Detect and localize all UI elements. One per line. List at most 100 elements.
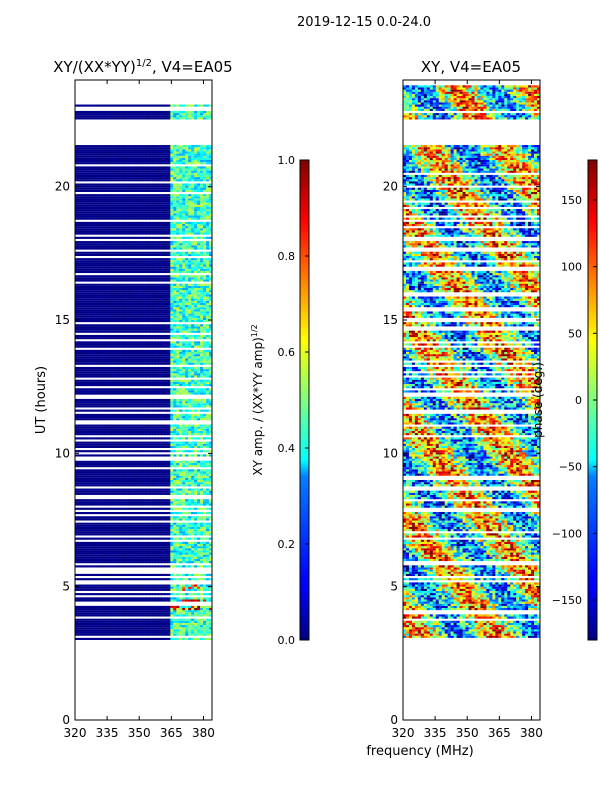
heatmap-cell <box>188 441 192 444</box>
heatmap-cell <box>185 584 189 587</box>
heatmap-cell <box>116 548 121 551</box>
heatmap-cell <box>80 405 85 408</box>
heatmap-cell <box>203 501 207 504</box>
heatmap-cell <box>101 550 106 553</box>
heatmap-cell <box>152 426 156 429</box>
heatmap-cell <box>113 375 118 378</box>
heatmap-cell <box>104 518 109 521</box>
heatmap-cell <box>209 360 212 363</box>
heatmap-cell <box>107 341 112 344</box>
heatmap-cell <box>173 381 177 384</box>
heatmap-cell <box>206 588 210 591</box>
heatmap-cell <box>92 541 97 544</box>
heatmap-cell <box>176 554 180 557</box>
heatmap-cell <box>113 620 118 623</box>
heatmap-cell <box>194 573 198 576</box>
heatmap-cell <box>182 371 186 374</box>
heatmap-cell <box>203 360 207 363</box>
heatmap-cell <box>86 578 91 581</box>
heatmap-cell <box>113 605 118 608</box>
heatmap-cell <box>116 409 121 412</box>
heatmap-cell <box>203 552 207 555</box>
heatmap-cell <box>140 433 144 436</box>
heatmap-cell <box>86 471 91 474</box>
heatmap-cell <box>92 558 97 562</box>
heatmap-cell <box>77 405 82 408</box>
heatmap-cell <box>188 462 192 466</box>
heatmap-cell <box>161 388 165 391</box>
heatmap-cell <box>89 605 94 608</box>
heatmap-cell <box>128 430 132 434</box>
heatmap-cell <box>170 426 174 429</box>
heatmap-cell <box>122 341 127 344</box>
heatmap-cell <box>128 501 132 504</box>
heatmap-cell <box>122 418 127 421</box>
heatmap-cell <box>185 552 189 555</box>
heatmap-cell <box>152 465 156 468</box>
heatmap-cell <box>80 537 85 540</box>
heatmap-cell <box>110 445 115 448</box>
heatmap-cell <box>164 360 168 363</box>
heatmap-cell <box>161 499 165 502</box>
heatmap-cell <box>86 507 91 510</box>
heatmap-cell <box>191 625 195 628</box>
heatmap-cell <box>119 490 124 493</box>
heatmap-cell <box>146 450 150 453</box>
heatmap-cell <box>131 597 135 600</box>
heatmap-cell <box>188 379 192 382</box>
heatmap-cell <box>146 512 150 515</box>
heatmap-cell <box>155 578 159 581</box>
heatmap-cell <box>86 503 91 506</box>
heatmap-cell <box>206 343 210 346</box>
heatmap-cell <box>194 501 198 504</box>
heatmap-cell <box>104 390 109 393</box>
heatmap-cell <box>101 345 106 348</box>
heatmap-cell <box>86 392 91 395</box>
heatmap-cell <box>101 349 106 352</box>
heatmap-cell <box>116 531 121 534</box>
heatmap-cell <box>125 437 130 440</box>
heatmap-cell <box>119 633 124 636</box>
heatmap-cell <box>191 633 195 636</box>
heatmap-cell <box>152 430 156 434</box>
heatmap-cell <box>185 356 189 359</box>
heatmap-cell <box>140 416 144 419</box>
heatmap-cell <box>128 352 132 355</box>
heatmap-cell <box>131 384 135 387</box>
heatmap-cell <box>161 373 165 376</box>
heatmap-cell <box>86 501 91 504</box>
heatmap-cell <box>191 482 195 485</box>
heatmap-cell <box>143 526 147 530</box>
heatmap-cell <box>197 326 201 329</box>
heatmap-cell <box>140 317 144 320</box>
heatmap-cell <box>200 556 204 559</box>
heatmap-cell <box>209 426 212 429</box>
heatmap-cell <box>86 548 91 551</box>
heatmap-cell <box>179 343 183 346</box>
heatmap-cell <box>122 546 127 549</box>
heatmap-cell <box>107 552 112 555</box>
heatmap-cell <box>98 462 103 466</box>
heatmap-cell <box>203 618 207 621</box>
heatmap-cell <box>95 488 100 491</box>
heatmap-cell <box>170 405 174 408</box>
heatmap-cell <box>128 552 132 555</box>
heatmap-cell <box>86 518 91 521</box>
heatmap-cell <box>89 531 94 534</box>
heatmap-cell <box>143 441 147 444</box>
heatmap-cell <box>113 460 118 463</box>
heatmap-cell <box>200 546 204 549</box>
heatmap-cell <box>158 507 162 510</box>
heatmap-cell <box>134 334 138 338</box>
heatmap-cell <box>167 490 171 493</box>
heatmap-cell <box>137 552 141 555</box>
heatmap-cell <box>95 384 100 387</box>
heatmap-cell <box>134 416 138 419</box>
heatmap-cell <box>197 541 201 544</box>
heatmap-cell <box>149 499 153 502</box>
heatmap-cell <box>134 501 138 504</box>
heatmap-cell <box>164 337 168 340</box>
heatmap-cell <box>143 552 147 555</box>
heatmap-cell <box>110 610 115 613</box>
heatmap-cell <box>179 443 183 446</box>
